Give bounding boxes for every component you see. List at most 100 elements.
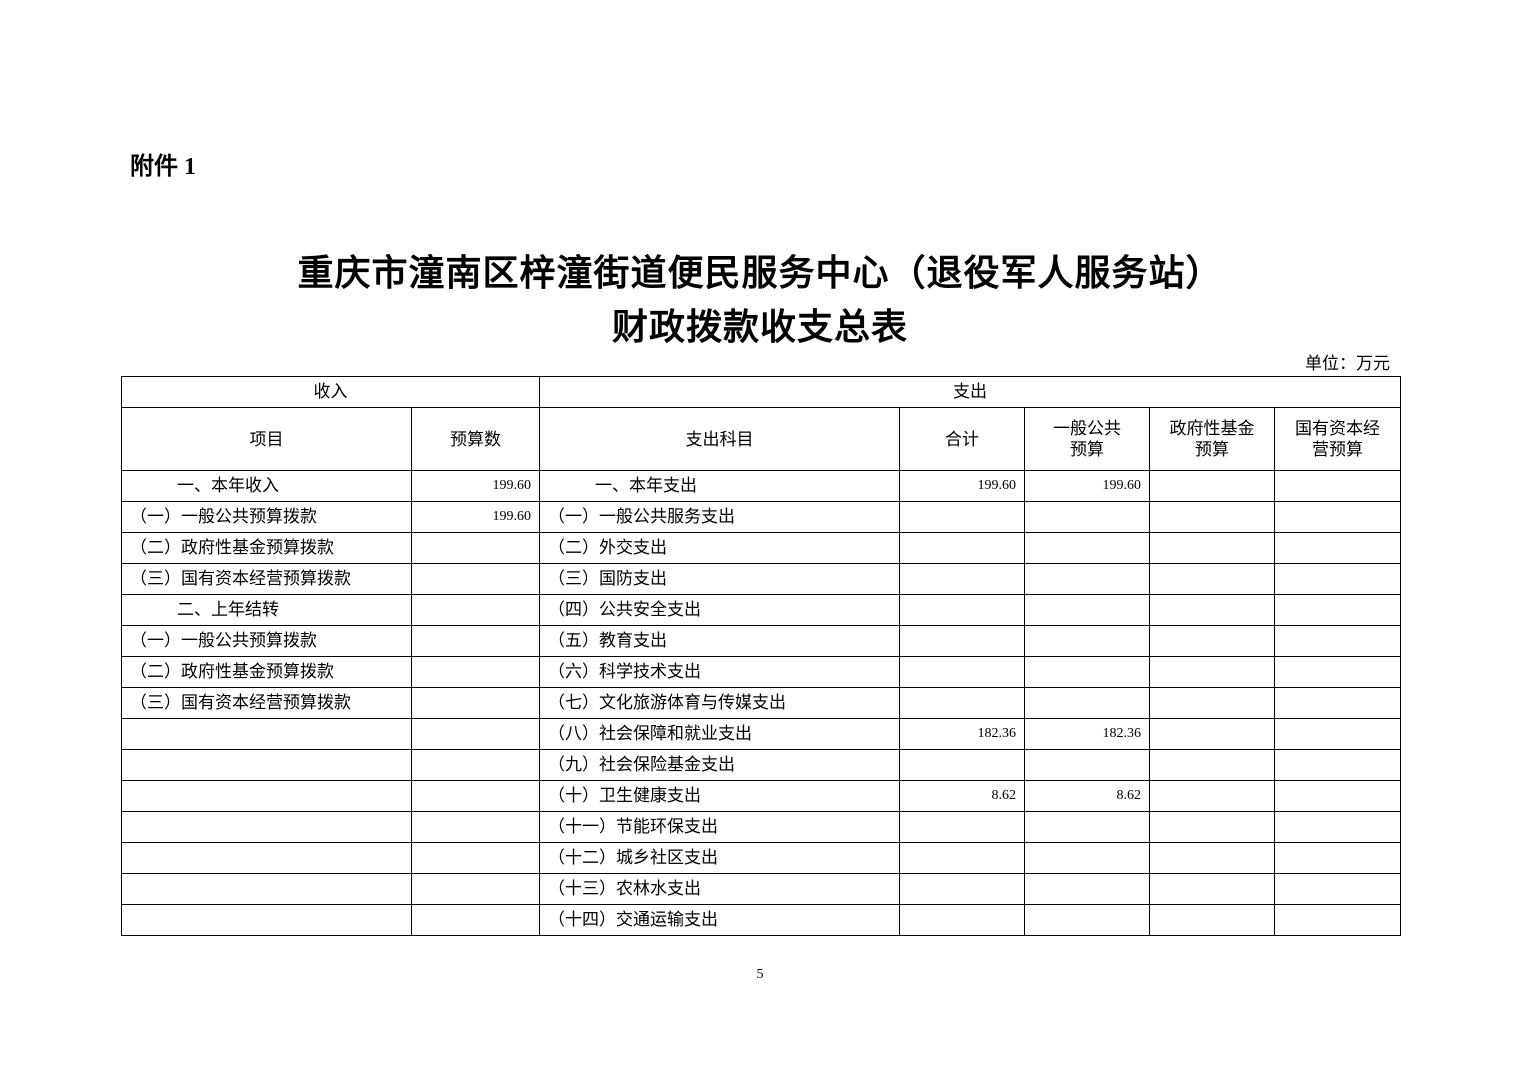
cell-fund-budget <box>1149 718 1275 750</box>
cell-fund-budget <box>1149 687 1275 719</box>
cell-income-item <box>121 718 412 750</box>
cell-capital-budget <box>1273 811 1402 843</box>
cell-total <box>899 842 1025 874</box>
page-subtitle: 财政拨款收支总表 <box>611 307 908 347</box>
cell-total: 199.60 <box>899 470 1025 502</box>
cell-expense-item: （四）公共安全支出 <box>539 594 900 626</box>
cell-capital-budget <box>1273 904 1402 936</box>
cell-capital-budget <box>1273 470 1402 502</box>
table-row: （三）国有资本经营预算拨款 （七）文化旅游体育与传媒支出 <box>121 687 1402 719</box>
cell-expense-item: （九）社会保险基金支出 <box>539 749 900 781</box>
header-budget: 预算数 <box>411 407 540 471</box>
cell-total <box>899 687 1025 719</box>
header-expense-subject: 支出科目 <box>539 407 900 471</box>
table-row: （十）卫生健康支出 8.62 8.62 <box>121 780 1402 812</box>
cell-total <box>899 656 1025 688</box>
header-gov-fund-budget: 政府性基金预算 <box>1149 407 1275 471</box>
cell-fund-budget <box>1149 470 1275 502</box>
cell-income-budget: 199.60 <box>411 501 540 533</box>
cell-general-budget: 182.36 <box>1024 718 1150 750</box>
cell-total: 182.36 <box>899 718 1025 750</box>
cell-income-budget <box>411 625 540 657</box>
header-item: 项目 <box>121 407 412 471</box>
cell-total <box>899 594 1025 626</box>
cell-expense-item: （六）科学技术支出 <box>539 656 900 688</box>
cell-general-budget <box>1024 501 1150 533</box>
cell-fund-budget <box>1149 780 1275 812</box>
cell-income-item: 一、本年收入 <box>121 470 412 502</box>
cell-general-budget <box>1024 811 1150 843</box>
cell-general-budget <box>1024 625 1150 657</box>
cell-total <box>899 811 1025 843</box>
cell-fund-budget <box>1149 749 1275 781</box>
cell-fund-budget <box>1149 501 1275 533</box>
cell-fund-budget <box>1149 625 1275 657</box>
cell-income-item <box>121 811 412 843</box>
cell-expense-item: （五）教育支出 <box>539 625 900 657</box>
table-row: （十三）农林水支出 <box>121 873 1402 905</box>
cell-income-budget <box>411 904 540 936</box>
header-expense: 支出 <box>538 376 1402 408</box>
cell-general-budget: 8.62 <box>1024 780 1150 812</box>
cell-capital-budget <box>1273 625 1402 657</box>
cell-general-budget <box>1024 904 1150 936</box>
cell-capital-budget <box>1273 532 1402 564</box>
cell-income-item: （二）政府性基金预算拨款 <box>121 656 412 688</box>
cell-income-budget <box>411 873 540 905</box>
cell-expense-item: （三）国防支出 <box>539 563 900 595</box>
cell-fund-budget <box>1149 594 1275 626</box>
cell-capital-budget <box>1273 687 1402 719</box>
cell-expense-item: （十二）城乡社区支出 <box>539 842 900 874</box>
header-state-capital-budget: 国有资本经营预算 <box>1273 407 1402 471</box>
cell-income-item: 二、上年结转 <box>121 594 412 626</box>
cell-general-budget: 199.60 <box>1024 470 1150 502</box>
cell-income-budget <box>411 687 540 719</box>
header-row-columns: 项目 预算数 支出科目 合计 一般公共预算 政府性基金预算 国有资本经营预算 <box>121 407 1402 471</box>
attachment-label: 附件 1 <box>130 154 196 180</box>
cell-capital-budget <box>1273 501 1402 533</box>
cell-capital-budget <box>1273 873 1402 905</box>
cell-income-budget: 199.60 <box>411 470 540 502</box>
cell-expense-item: （十四）交通运输支出 <box>539 904 900 936</box>
cell-general-budget <box>1024 532 1150 564</box>
header-row-groups: 收入 支出 <box>121 376 1402 408</box>
cell-income-budget <box>411 656 540 688</box>
table-row: （八）社会保障和就业支出 182.36 182.36 <box>121 718 1402 750</box>
cell-income-item <box>121 904 412 936</box>
cell-income-item <box>121 842 412 874</box>
page-number: 5 <box>756 967 764 982</box>
cell-income-budget <box>411 532 540 564</box>
table-row: （一）一般公共预算拨款 199.60 （一）一般公共服务支出 <box>121 501 1402 533</box>
cell-total <box>899 873 1025 905</box>
cell-expense-item: 一、本年支出 <box>539 470 900 502</box>
table-row: （三）国有资本经营预算拨款 （三）国防支出 <box>121 563 1402 595</box>
cell-general-budget <box>1024 687 1150 719</box>
cell-total <box>899 501 1025 533</box>
cell-total <box>899 625 1025 657</box>
cell-total <box>899 563 1025 595</box>
cell-general-budget <box>1024 842 1150 874</box>
cell-income-item: （一）一般公共预算拨款 <box>121 625 412 657</box>
cell-expense-item: （十一）节能环保支出 <box>539 811 900 843</box>
table-row: （十四）交通运输支出 <box>121 904 1402 936</box>
header-income: 收入 <box>121 376 540 408</box>
cell-income-item <box>121 749 412 781</box>
table-row: （九）社会保险基金支出 <box>121 749 1402 781</box>
cell-income-budget <box>411 749 540 781</box>
cell-income-item <box>121 873 412 905</box>
cell-expense-item: （十三）农林水支出 <box>539 873 900 905</box>
cell-fund-budget <box>1149 656 1275 688</box>
cell-income-item: （一）一般公共预算拨款 <box>121 501 412 533</box>
budget-table: 收入 支出 项目 预算数 支出科目 合计 一般公共预算 政府性基金预算 国有资本… <box>121 376 1402 936</box>
cell-capital-budget <box>1273 718 1402 750</box>
cell-expense-item: （十）卫生健康支出 <box>539 780 900 812</box>
cell-general-budget <box>1024 563 1150 595</box>
cell-capital-budget <box>1273 563 1402 595</box>
cell-expense-item: （八）社会保障和就业支出 <box>539 718 900 750</box>
cell-income-item <box>121 780 412 812</box>
cell-total <box>899 532 1025 564</box>
table-row: 一、本年收入 199.60 一、本年支出 199.60 199.60 <box>121 470 1402 502</box>
cell-fund-budget <box>1149 811 1275 843</box>
table-row: （二）政府性基金预算拨款 （二）外交支出 <box>121 532 1402 564</box>
cell-expense-item: （七）文化旅游体育与传媒支出 <box>539 687 900 719</box>
